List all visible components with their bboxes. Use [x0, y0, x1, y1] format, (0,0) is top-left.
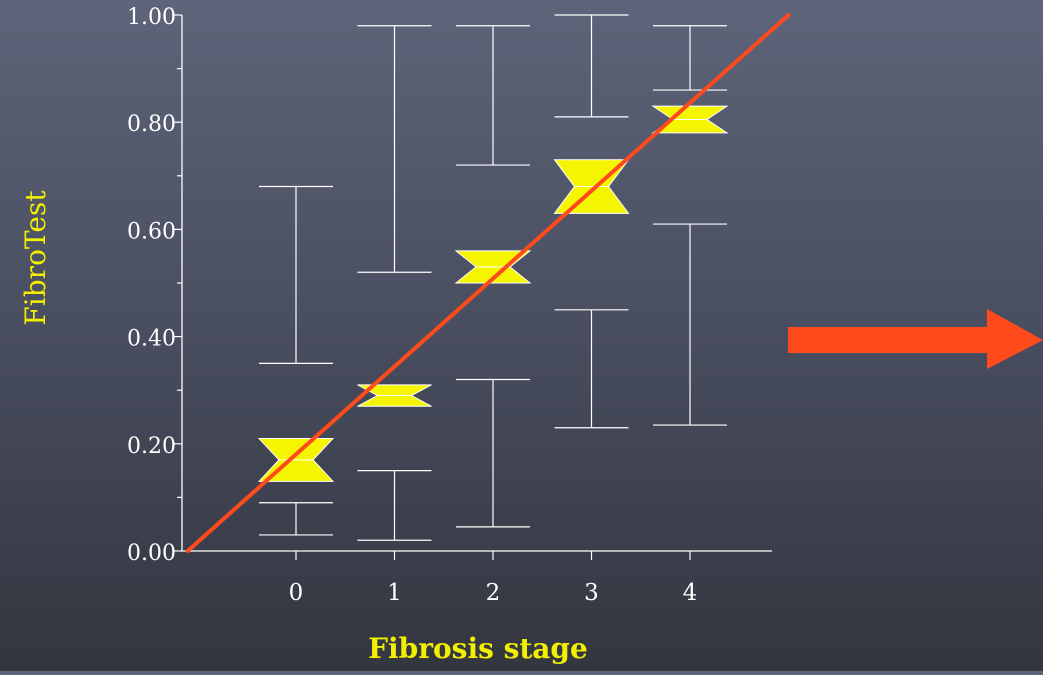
trend-line — [185, 13, 791, 553]
x-tick-label: 2 — [486, 580, 501, 606]
whisker-stage-2 — [456, 25, 530, 528]
x-tick-label: 1 — [387, 580, 402, 606]
y-tick-label: 0.40 — [127, 327, 176, 352]
axes — [173, 14, 772, 560]
right-arrow-icon — [788, 309, 1043, 369]
x-tick-label: 4 — [683, 580, 698, 606]
x-axis-label: Fibrosis stage — [368, 632, 588, 665]
y-tick-label: 0.80 — [127, 112, 176, 137]
y-tick-labels: 0.00 0.20 0.40 0.60 0.80 1.00 — [127, 5, 176, 566]
y-tick-label: 0.60 — [127, 219, 176, 244]
whisker-stage-4 — [653, 25, 727, 426]
whisker-stage-0 — [259, 185, 333, 536]
whisker-stage-3 — [554, 14, 629, 429]
x-tick-labels: 0 1 2 3 4 — [289, 580, 698, 606]
x-tick-label: 3 — [584, 580, 599, 606]
y-tick-label: 1.00 — [127, 5, 176, 30]
x-tick-label: 0 — [289, 580, 304, 606]
trend-line-group — [185, 13, 791, 553]
whiskers — [259, 14, 727, 541]
y-tick-label: 0.00 — [127, 541, 176, 566]
whisker-stage-1 — [357, 25, 432, 541]
y-tick-label: 0.20 — [127, 434, 176, 459]
y-axis-label: FibroTest — [19, 190, 52, 326]
